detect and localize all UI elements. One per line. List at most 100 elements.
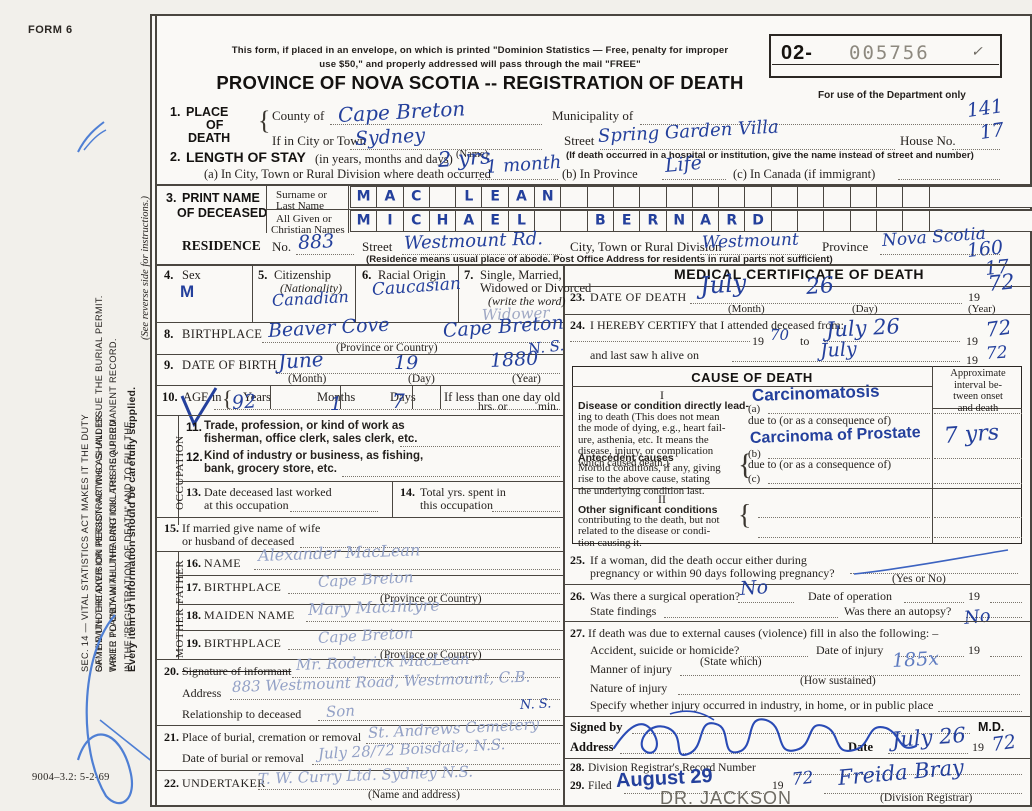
name-cell-21[interactable] bbox=[903, 211, 930, 231]
name-cell-22[interactable] bbox=[930, 211, 956, 231]
residence-no-line bbox=[296, 253, 354, 255]
rule-below-item8 bbox=[157, 354, 563, 356]
name-cell-11[interactable]: R bbox=[640, 211, 667, 231]
name-cell-13[interactable]: A bbox=[693, 211, 720, 231]
name-cell-8[interactable] bbox=[561, 211, 588, 231]
name-cell-4[interactable]: L bbox=[456, 187, 483, 207]
name-cell-7[interactable]: N bbox=[535, 187, 562, 207]
cause-other-line-1: related to the disease or condi- bbox=[578, 525, 711, 538]
medical-certificate-heading: MEDICAL CERTIFICATE OF DEATH bbox=[673, 266, 925, 282]
name-cell-19[interactable] bbox=[851, 211, 877, 231]
name-cell-2[interactable]: C bbox=[404, 211, 430, 231]
department-box-divider bbox=[772, 64, 999, 65]
name-cell-10[interactable] bbox=[614, 187, 641, 207]
item10-lessthan-label: If less than one day old bbox=[444, 390, 561, 404]
rule-below-signed bbox=[565, 758, 1032, 760]
name-cell-18[interactable] bbox=[824, 211, 851, 231]
name-cell-9[interactable] bbox=[588, 187, 614, 207]
item12-line2: bank, grocery store, etc. bbox=[204, 463, 337, 475]
name-cell-7[interactable] bbox=[535, 211, 562, 231]
item23-cap-year: (Year) bbox=[968, 303, 996, 315]
name-cell-2[interactable]: C bbox=[404, 187, 430, 207]
name-cell-16[interactable] bbox=[772, 187, 799, 207]
name-cell-6[interactable]: A bbox=[509, 187, 536, 207]
department-number: 005756 bbox=[849, 42, 930, 64]
item27-intro: If death was due to external causes (vio… bbox=[588, 626, 939, 640]
item24-from-prefix: 19 bbox=[752, 334, 764, 348]
name-cell-14[interactable] bbox=[719, 187, 746, 207]
name-cell-20[interactable] bbox=[877, 187, 904, 207]
cause-part1-line-1: the mode of dying, e.g., heart fail- bbox=[578, 422, 726, 435]
item9-line bbox=[276, 372, 560, 374]
item5-label: Citizenship bbox=[274, 268, 331, 282]
mail-notice-line-2: use $50," and properly addressed will pa… bbox=[319, 59, 641, 70]
name-cell-6[interactable]: L bbox=[509, 211, 536, 231]
item18-line bbox=[306, 620, 560, 622]
item11-line bbox=[400, 445, 560, 447]
cause-other-line-2: tion causing it. bbox=[578, 536, 642, 549]
form-inner-left-rule bbox=[155, 14, 157, 807]
name-cell-1[interactable]: I bbox=[377, 211, 404, 231]
name-cell-15[interactable]: D bbox=[745, 211, 772, 231]
occupation-sidebar-label: OCCUPATION bbox=[174, 435, 186, 510]
name-cell-4[interactable]: A bbox=[456, 211, 483, 231]
item3-hrule-mid bbox=[266, 209, 1032, 211]
item2b-line bbox=[662, 178, 726, 180]
name-cell-12[interactable]: N bbox=[667, 211, 693, 231]
name-cell-13[interactable] bbox=[693, 187, 720, 207]
name-cell-18[interactable] bbox=[824, 187, 851, 207]
name-cell-17[interactable] bbox=[798, 187, 825, 207]
name-cell-0[interactable]: M bbox=[351, 187, 378, 207]
name-cell-20[interactable] bbox=[877, 211, 904, 231]
name-cell-22[interactable] bbox=[930, 187, 956, 207]
item26-findings-label: State findings bbox=[590, 604, 657, 618]
cause-a-marker: (a) bbox=[748, 403, 761, 415]
name-cell-11[interactable] bbox=[640, 187, 667, 207]
name-cell-8[interactable] bbox=[561, 187, 588, 207]
name-cell-16[interactable] bbox=[772, 211, 799, 231]
item26-line bbox=[738, 601, 794, 603]
name-cell-0[interactable]: M bbox=[351, 211, 378, 231]
name-cell-3[interactable]: H bbox=[430, 211, 457, 231]
item29-registrar-line bbox=[824, 792, 1022, 794]
item2-label-paren: (in years, months and days) bbox=[315, 152, 453, 166]
name-cell-21[interactable] bbox=[903, 187, 930, 207]
name-cell-12[interactable] bbox=[667, 187, 693, 207]
cause-roman-two: II bbox=[658, 492, 666, 506]
item5-number: 5. bbox=[258, 268, 268, 282]
name-cell-9[interactable]: B bbox=[588, 211, 614, 231]
name-cell-letter: B bbox=[594, 212, 606, 229]
item10-min-label: min. bbox=[538, 401, 559, 413]
name-cell-letter: A bbox=[516, 188, 527, 205]
mail-notice: This form, if placed in an envelope, on … bbox=[190, 44, 770, 72]
name-cell-10[interactable]: E bbox=[614, 211, 641, 231]
name-cell-5[interactable]: E bbox=[482, 187, 509, 207]
name-cell-15[interactable] bbox=[745, 187, 772, 207]
item8-label: BIRTHPLACE bbox=[182, 327, 263, 341]
name-cell-14[interactable]: R bbox=[719, 211, 746, 231]
residence-city-line bbox=[700, 253, 816, 255]
item1-number: 1. bbox=[170, 105, 181, 119]
item26-label: Was there a surgical operation? bbox=[590, 589, 741, 603]
item10-check-mark bbox=[180, 387, 218, 428]
item23-cap-month: (Month) bbox=[728, 303, 765, 315]
cause-antecedent-line-2: the underlying condition last. bbox=[578, 484, 705, 497]
interval-heading: Approximate interval be- tween onset and… bbox=[934, 368, 1022, 414]
item27-manner-label: Manner of injury bbox=[590, 662, 672, 676]
cause-antecedent-lines: Morbid conditions, if any, giving rise t… bbox=[578, 462, 721, 497]
cause-other-bold: Other significant conditions bbox=[578, 504, 718, 516]
cause-part1-bold: Disease or condition directly lead- bbox=[578, 400, 749, 412]
name-cell-17[interactable] bbox=[798, 211, 825, 231]
county-label: County of bbox=[272, 108, 325, 123]
item24-to-line bbox=[824, 340, 960, 342]
name-cell-5[interactable]: E bbox=[482, 211, 509, 231]
item9-label: DATE OF BIRTH bbox=[182, 358, 277, 372]
item8-line bbox=[262, 341, 560, 343]
name-cell-3[interactable] bbox=[430, 187, 457, 207]
item25-line2: pregnancy or within 90 days following pr… bbox=[590, 566, 835, 580]
name-cell-1[interactable]: A bbox=[377, 187, 404, 207]
name-cell-19[interactable] bbox=[851, 187, 877, 207]
item11-number: 11. bbox=[186, 420, 203, 434]
